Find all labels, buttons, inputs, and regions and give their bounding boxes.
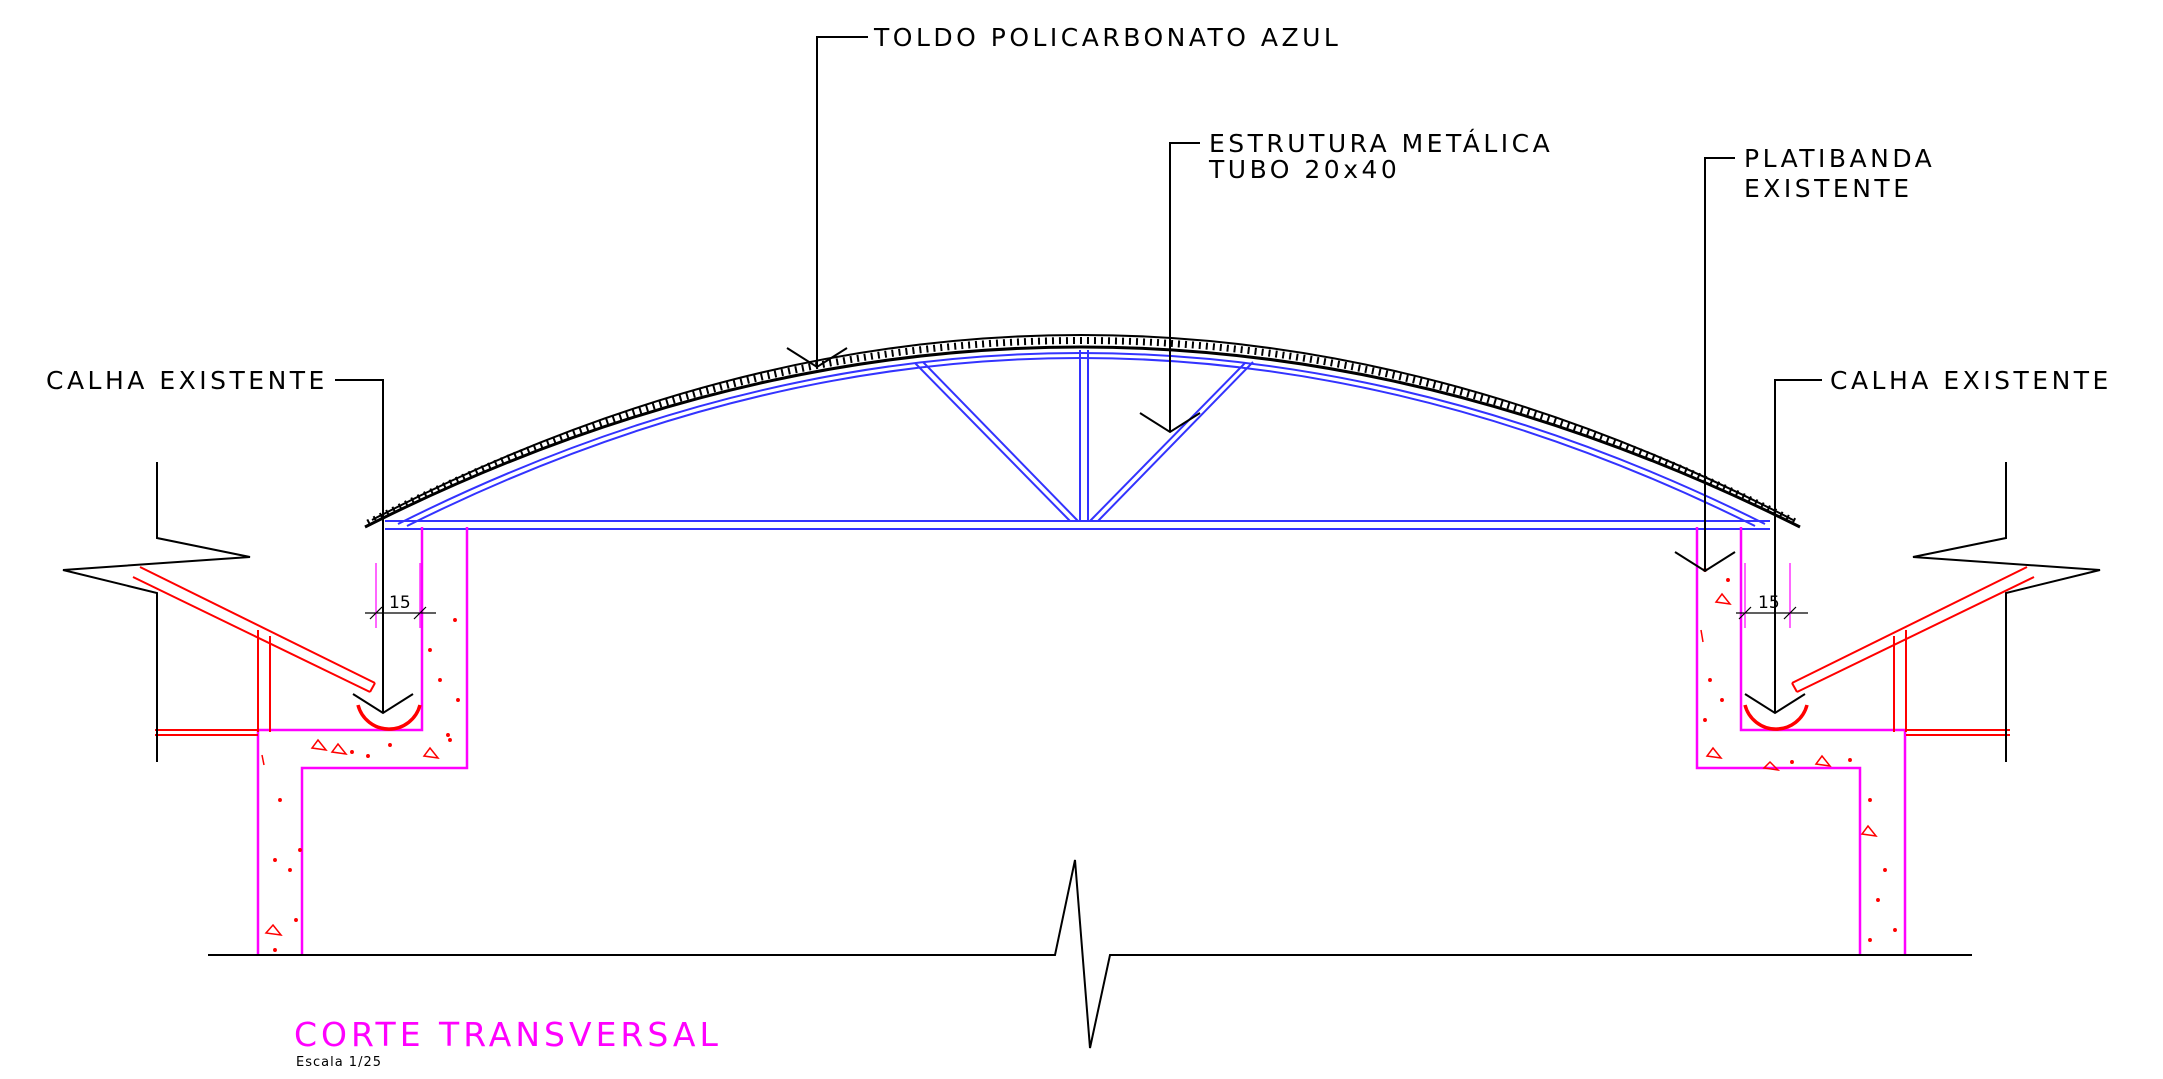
- label-estrutura-line1: ESTRUTURA METÁLICA: [1209, 129, 1553, 158]
- left-concrete-hatch: [261, 618, 460, 952]
- left-existing-roof: [132, 566, 376, 736]
- dimension-right: [1736, 563, 1808, 628]
- left-break-line: [62, 462, 251, 762]
- ground-break-line: [208, 859, 1972, 1049]
- label-calha-right: CALHA EXISTENTE: [1830, 366, 2112, 395]
- gutter-left: [356, 704, 422, 731]
- right-existing-roof: [1791, 566, 2035, 736]
- dimension-left-value: 15: [389, 593, 411, 613]
- leader-calha-left: [335, 379, 414, 715]
- drawing-scale: Escala 1/25: [296, 1055, 382, 1070]
- leader-calha-right: [1744, 379, 1822, 715]
- label-calha-left: CALHA EXISTENTE: [46, 366, 328, 395]
- leader-estrutura: [1139, 142, 1201, 434]
- right-concrete-hatch: [1700, 568, 1897, 942]
- label-toldo: TOLDO POLICARBONATO AZUL: [873, 23, 1341, 52]
- right-parapet-wall: [1695, 527, 1907, 955]
- leader-platibanda: [1674, 157, 1736, 573]
- right-break-line: [1912, 462, 2101, 762]
- dimension-left: [365, 563, 436, 628]
- left-parapet-wall: [256, 527, 469, 955]
- metal-truss: [385, 350, 1770, 530]
- label-platibanda-line2: EXISTENTE: [1744, 174, 1913, 203]
- label-platibanda-line1: PLATIBANDA: [1744, 144, 1935, 173]
- drawing-title: CORTE TRANSVERSAL: [294, 1015, 722, 1054]
- label-estrutura-line2: TUBO 20x40: [1208, 155, 1400, 184]
- canopy-arch: [364, 334, 1801, 529]
- gutter-right: [1743, 704, 1809, 731]
- leader-toldo: [786, 36, 868, 369]
- dimension-right-value: 15: [1758, 593, 1780, 613]
